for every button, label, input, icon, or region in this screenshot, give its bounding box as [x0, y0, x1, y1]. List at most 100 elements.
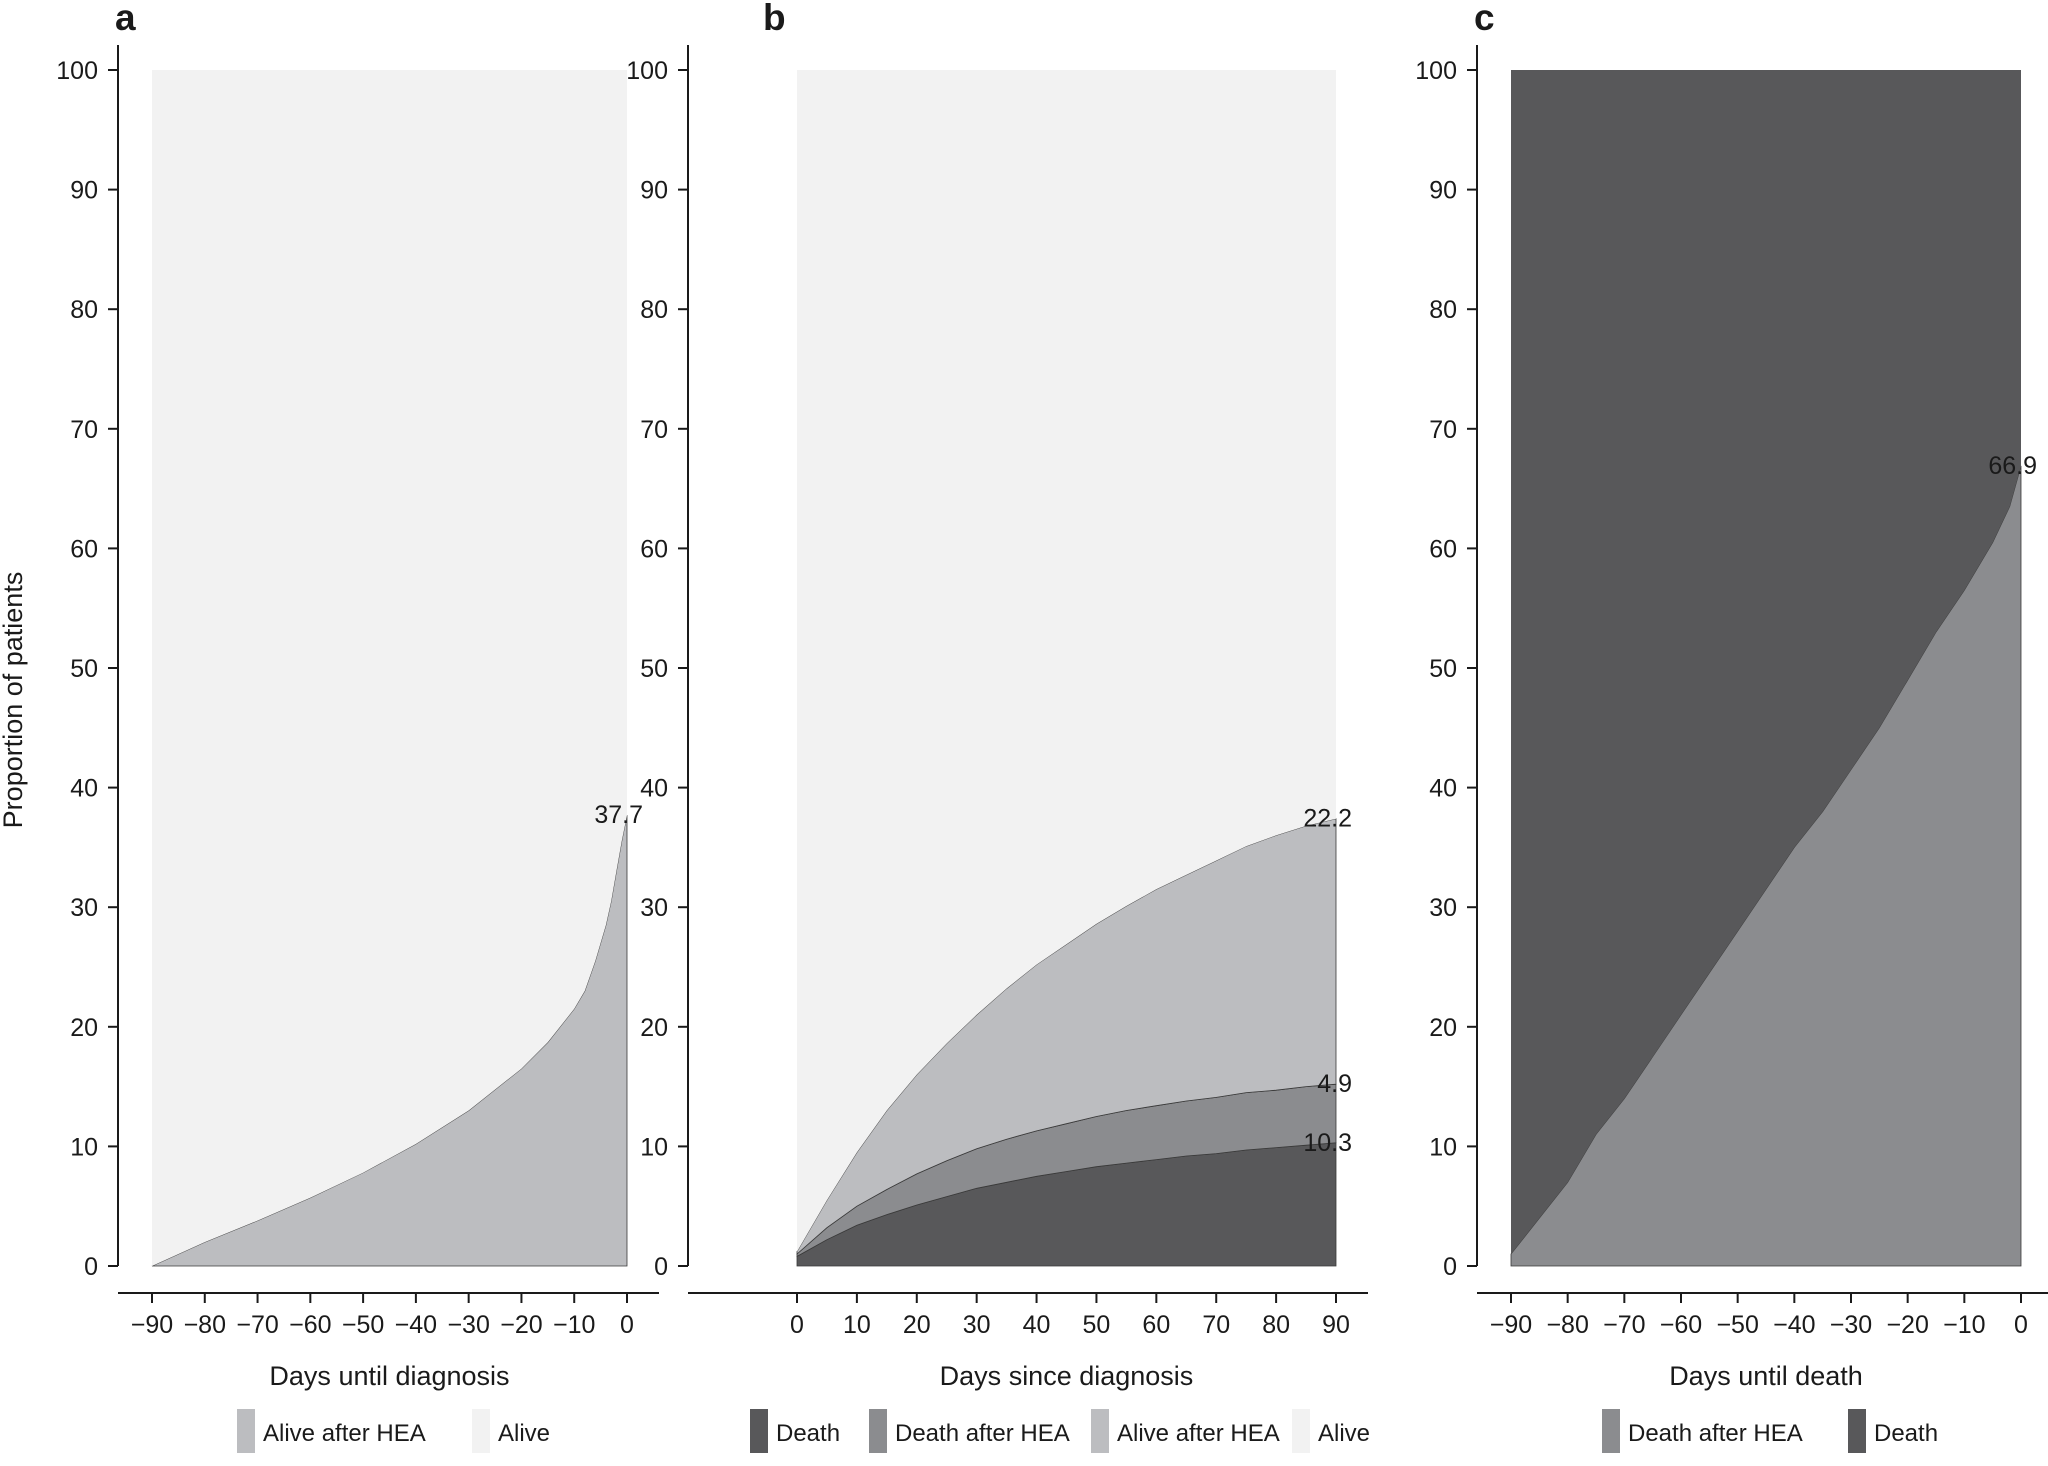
y-tick-label: 20 — [640, 1014, 668, 1042]
legend-label: Death — [1874, 1420, 1938, 1447]
y-tick-label: 90 — [1429, 177, 1457, 205]
panel-letter: a — [115, 0, 136, 38]
panel-letter: b — [763, 0, 786, 38]
y-tick-label: 70 — [640, 416, 668, 444]
y-tick-label: 10 — [1429, 1133, 1457, 1161]
legend-swatch — [1848, 1409, 1866, 1453]
area-alive-after-hea — [796, 818, 1337, 1255]
y-tick-label: 60 — [640, 535, 668, 563]
legend-swatch — [1602, 1409, 1620, 1453]
x-tick-label: 90 — [1322, 1311, 1350, 1339]
data-label: 10.3 — [1303, 1129, 1352, 1157]
y-tick-label: 70 — [1429, 416, 1457, 444]
x-tick-label: 50 — [1083, 1311, 1111, 1339]
x-tick-label: −20 — [1886, 1311, 1928, 1339]
data-label: 4.9 — [1317, 1070, 1352, 1098]
legend-swatch — [750, 1409, 768, 1453]
x-tick-label: −40 — [395, 1311, 437, 1339]
x-tick-label: 30 — [963, 1311, 991, 1339]
y-tick-label: 30 — [1429, 894, 1457, 922]
x-tick-label: −20 — [500, 1311, 542, 1339]
y-tick-label: 50 — [1429, 655, 1457, 683]
y-tick-label: 100 — [1415, 57, 1457, 85]
x-tick-label: −80 — [1546, 1311, 1588, 1339]
area-alive — [797, 70, 1336, 1252]
y-tick-label: 30 — [640, 894, 668, 922]
x-axis-title: Days until death — [1669, 1361, 1863, 1391]
panel-a-chart: a 0 10 20 30 40 50 60 70 80 90 100 −90 −80 −70 −60 −50 −4… — [56, 0, 659, 1453]
x-tick-label: 70 — [1202, 1311, 1230, 1339]
legend-label: Death after HEA — [1628, 1420, 1803, 1447]
y-tick-label: 50 — [640, 655, 668, 683]
legend-swatch — [1091, 1409, 1109, 1453]
x-tick-label: −90 — [1490, 1311, 1532, 1339]
y-tick-label: 40 — [1429, 775, 1457, 803]
y-tick-label: 60 — [70, 535, 98, 563]
panel-letter: c — [1474, 0, 1495, 38]
x-tick-label: 0 — [620, 1311, 634, 1339]
panel-c-chart: c 0 10 20 30 40 50 60 70 80 90 100 −90 −80 −70 −60 −50 −4… — [1415, 0, 2048, 1453]
y-tick-label: 90 — [70, 177, 98, 205]
legend-swatch — [869, 1409, 887, 1453]
x-tick-label: −10 — [1943, 1311, 1985, 1339]
legend-label: Death — [776, 1420, 840, 1447]
data-label: 37.7 — [594, 801, 643, 829]
y-tick-label: 0 — [84, 1253, 98, 1281]
x-tick-label: −30 — [1830, 1311, 1872, 1339]
x-tick-label: −60 — [1660, 1311, 1702, 1339]
y-tick-label: 30 — [70, 894, 98, 922]
y-tick-label: 0 — [1443, 1253, 1457, 1281]
y-tick-label: 10 — [640, 1133, 668, 1161]
y-tick-label: 70 — [70, 416, 98, 444]
y-tick-label: 80 — [1429, 296, 1457, 324]
y-tick-label: 20 — [70, 1014, 98, 1042]
y-tick-label: 100 — [56, 57, 98, 85]
x-axis-title: Days until diagnosis — [269, 1361, 509, 1391]
legend-label: Death after HEA — [895, 1420, 1070, 1447]
panel-b-chart: b 0 10 20 30 40 50 60 70 80 90 100 0 10 20 30 40 50 60 70 80… — [626, 0, 1370, 1453]
y-tick-label: 0 — [654, 1253, 668, 1281]
x-tick-label: 20 — [903, 1311, 931, 1339]
x-tick-label: −10 — [553, 1311, 595, 1339]
x-tick-label: 60 — [1142, 1311, 1170, 1339]
y-tick-label: 80 — [70, 296, 98, 324]
x-tick-label: −90 — [131, 1311, 173, 1339]
legend-swatch — [1292, 1409, 1310, 1453]
x-tick-label: 40 — [1023, 1311, 1051, 1339]
y-tick-label: 10 — [70, 1133, 98, 1161]
y-tick-label: 40 — [640, 775, 668, 803]
x-tick-label: −50 — [1716, 1311, 1758, 1339]
area-death-after-hea — [1510, 465, 2022, 1267]
area-death — [1511, 70, 2021, 1254]
x-tick-label: −40 — [1773, 1311, 1815, 1339]
y-tick-label: 40 — [70, 775, 98, 803]
x-tick-label: 0 — [790, 1311, 804, 1339]
y-axis-title: Proportion of patients — [0, 572, 28, 829]
x-tick-label: −80 — [184, 1311, 226, 1339]
x-tick-label: −70 — [1603, 1311, 1645, 1339]
x-tick-label: −60 — [289, 1311, 331, 1339]
y-tick-label: 100 — [626, 57, 668, 85]
area-alive — [152, 70, 627, 1266]
data-label: 22.2 — [1303, 805, 1352, 833]
x-axis-title: Days since diagnosis — [940, 1361, 1194, 1391]
legend-label: Alive after HEA — [263, 1420, 426, 1447]
x-tick-label: 80 — [1262, 1311, 1290, 1339]
y-tick-label: 80 — [640, 296, 668, 324]
data-label: 66.9 — [1988, 452, 2037, 480]
x-tick-label: 10 — [843, 1311, 871, 1339]
legend-swatch — [237, 1409, 255, 1453]
legend-swatch — [472, 1409, 490, 1453]
legend-label: Alive — [498, 1420, 550, 1447]
legend-label: Alive after HEA — [1117, 1420, 1280, 1447]
x-tick-label: 0 — [2014, 1311, 2028, 1339]
x-tick-label: −50 — [342, 1311, 384, 1339]
y-tick-label: 90 — [640, 177, 668, 205]
y-tick-label: 50 — [70, 655, 98, 683]
x-tick-label: −30 — [447, 1311, 489, 1339]
x-tick-label: −70 — [236, 1311, 278, 1339]
legend-label: Alive — [1318, 1420, 1370, 1447]
y-tick-label: 20 — [1429, 1014, 1457, 1042]
y-tick-label: 60 — [1429, 535, 1457, 563]
